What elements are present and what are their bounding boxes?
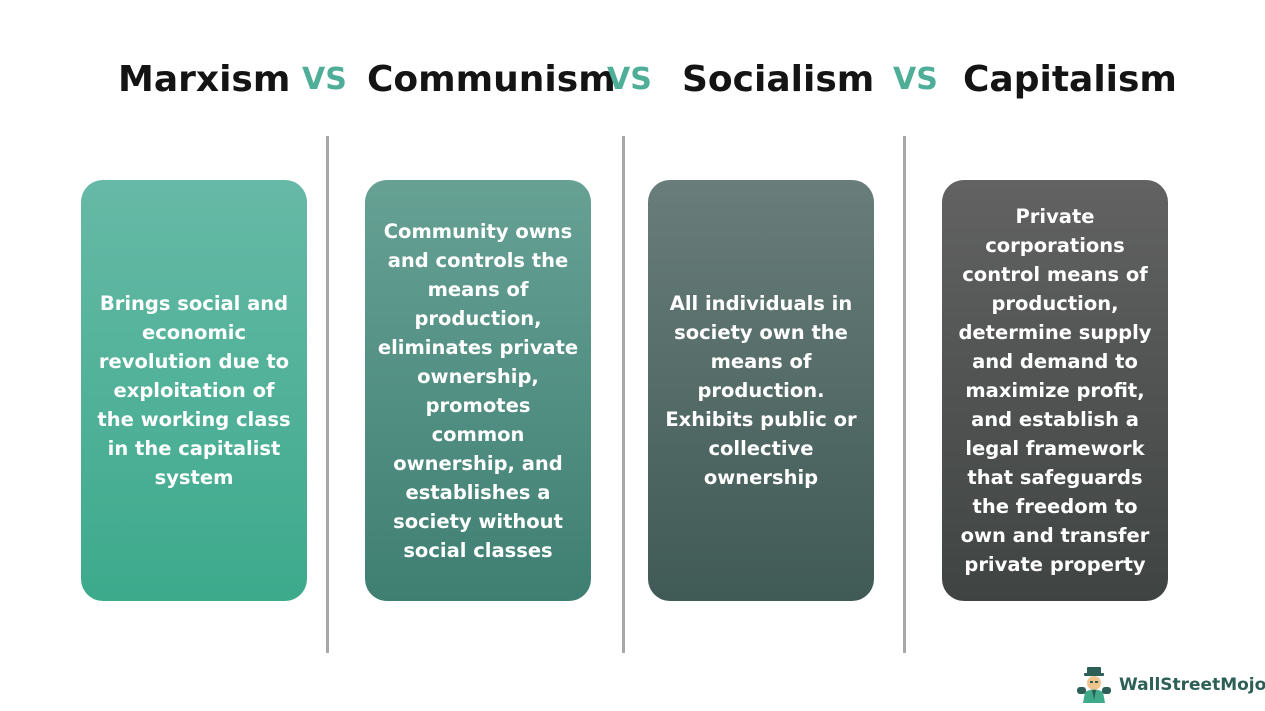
mascot-logo-icon	[1077, 667, 1111, 703]
brand-name: WallStreetMojo	[1119, 675, 1265, 695]
card-socialism-text: All individuals in society own the means…	[665, 292, 857, 489]
heading-communism: Communism	[367, 59, 616, 100]
card-marxism: Brings social and economic revolution du…	[81, 180, 307, 601]
heading-marxism: Marxism	[118, 59, 291, 100]
card-capitalism: Private corporations control means of pr…	[942, 180, 1168, 601]
vs-label-3: VS	[893, 62, 938, 97]
divider-1	[326, 136, 329, 653]
brand-logo: WallStreetMojo	[1075, 666, 1265, 704]
vs-label-1: VS	[302, 62, 347, 97]
card-socialism: All individuals in society own the means…	[648, 180, 874, 601]
card-communism: Community owns and controls the means of…	[365, 180, 591, 601]
divider-3	[903, 136, 906, 653]
card-communism-text: Community owns and controls the means of…	[377, 219, 579, 562]
vs-label-2: VS	[607, 62, 652, 97]
card-marxism-text: Brings social and economic revolution du…	[97, 292, 291, 489]
heading-capitalism: Capitalism	[963, 59, 1177, 100]
heading-socialism: Socialism	[682, 59, 875, 100]
divider-2	[622, 136, 625, 653]
card-capitalism-text: Private corporations control means of pr…	[958, 205, 1152, 576]
